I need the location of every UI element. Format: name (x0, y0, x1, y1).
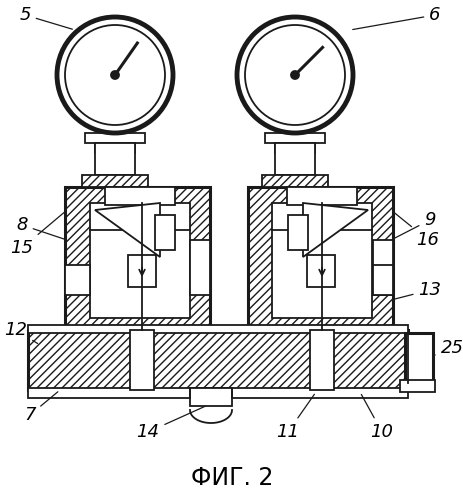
Bar (264, 133, 324, 143)
Bar (130, 330, 154, 390)
Bar (95, 143, 135, 175)
Bar (85, 133, 144, 143)
Text: 6: 6 (352, 6, 440, 30)
Bar (65, 265, 90, 295)
Circle shape (237, 17, 352, 133)
Bar (271, 203, 371, 318)
Text: 12: 12 (5, 321, 38, 344)
Circle shape (290, 71, 298, 79)
Bar (189, 240, 210, 295)
Bar (128, 255, 156, 287)
Text: 16: 16 (392, 212, 438, 249)
Bar (28, 330, 407, 390)
Bar (307, 255, 334, 287)
Bar (309, 330, 333, 390)
Text: 5: 5 (19, 6, 72, 29)
Text: 13: 13 (393, 281, 441, 299)
Text: ФИГ. 2: ФИГ. 2 (190, 466, 273, 490)
Text: 11: 11 (276, 394, 314, 441)
Bar (372, 240, 392, 295)
Bar (95, 143, 135, 153)
Circle shape (65, 25, 165, 125)
Bar (275, 143, 314, 175)
Circle shape (57, 17, 173, 133)
Bar (372, 265, 392, 295)
Bar (105, 187, 175, 205)
Bar (287, 187, 356, 205)
Bar (28, 325, 407, 333)
Text: 25: 25 (434, 339, 463, 357)
Bar (275, 143, 314, 153)
Bar (28, 388, 407, 398)
Bar (90, 203, 189, 318)
Text: 15: 15 (11, 212, 65, 257)
Polygon shape (302, 203, 367, 257)
Bar (65, 187, 210, 330)
Circle shape (111, 71, 119, 79)
Polygon shape (95, 203, 160, 257)
Text: 7: 7 (24, 392, 58, 424)
Bar (247, 187, 392, 330)
Bar (404, 333, 432, 383)
Text: 8: 8 (16, 216, 64, 239)
Bar (82, 175, 148, 187)
Bar (399, 380, 434, 392)
Bar (155, 215, 175, 250)
Bar (262, 175, 327, 187)
Text: 10: 10 (361, 394, 393, 441)
Bar (189, 388, 232, 406)
Bar (288, 215, 307, 250)
Circle shape (244, 25, 344, 125)
Text: 9: 9 (393, 211, 435, 238)
Text: 14: 14 (136, 406, 205, 441)
